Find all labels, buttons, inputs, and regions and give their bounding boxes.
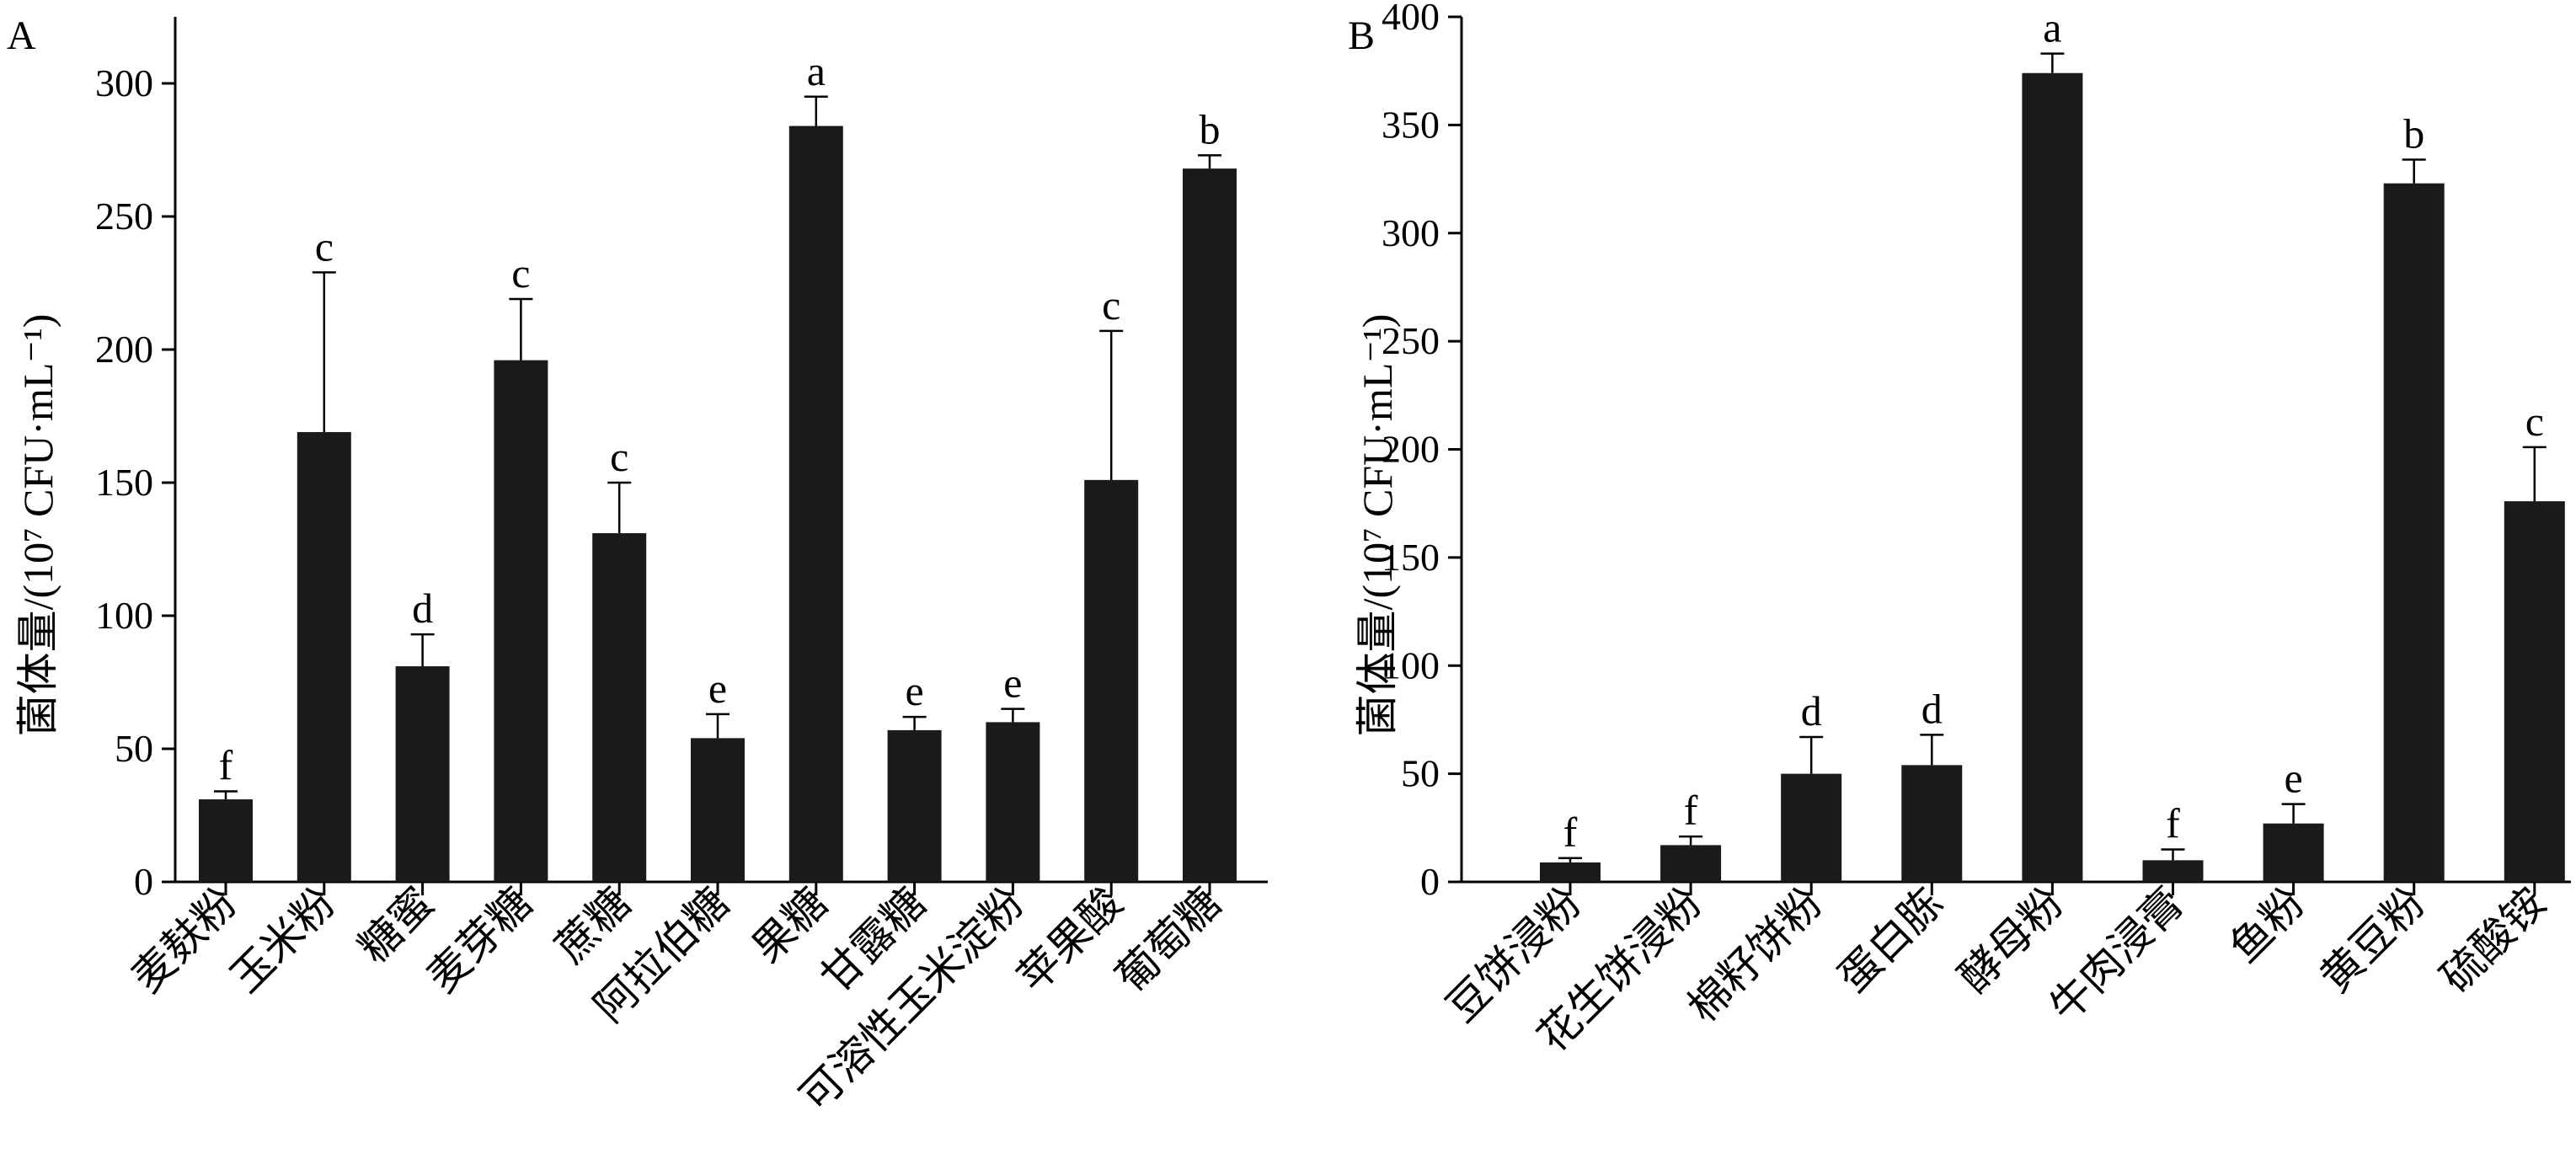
y-tick-label: 0 (134, 860, 153, 903)
bar (1183, 168, 1237, 882)
significance-label: c (1102, 281, 1120, 328)
bar (1901, 765, 1963, 882)
significance-label: c (610, 433, 628, 480)
significance-label: d (412, 585, 433, 632)
significance-label: c (315, 222, 334, 270)
bar (494, 360, 548, 882)
bar (2142, 860, 2204, 882)
bar (1084, 479, 1139, 882)
y-tick-label: 100 (1382, 644, 1440, 686)
bar (1660, 845, 1722, 882)
bar (691, 738, 745, 882)
significance-label: c (511, 249, 530, 296)
y-tick-label: 50 (115, 727, 153, 770)
significance-label: f (1563, 809, 1578, 856)
significance-label: d (1801, 687, 1822, 734)
y-tick-label: 400 (1382, 0, 1440, 38)
significance-label: f (219, 742, 233, 789)
y-tick-label: 50 (1401, 752, 1440, 795)
panel-letter: B (1348, 13, 1375, 58)
bar (1540, 862, 1601, 882)
bar (1781, 773, 1842, 882)
y-tick-label: 200 (1382, 428, 1440, 471)
significance-label: f (1684, 787, 1698, 834)
bar (592, 533, 647, 882)
significance-label: f (2166, 799, 2180, 847)
y-tick-label: 150 (1382, 536, 1440, 579)
y-tick-label: 100 (95, 594, 153, 637)
significance-label: e (1003, 660, 1022, 707)
y-tick-label: 250 (1382, 319, 1440, 362)
y-tick-label: 300 (95, 61, 153, 104)
bar (297, 431, 351, 882)
significance-label: c (2525, 398, 2544, 445)
bar (199, 799, 253, 882)
y-axis-title: 菌体量/(10⁷ CFU·mL⁻¹) (14, 314, 61, 737)
bar (788, 126, 843, 882)
bar (2263, 823, 2324, 882)
y-tick-label: 300 (1382, 211, 1440, 254)
significance-label: a (807, 47, 826, 94)
bar (2504, 501, 2565, 882)
significance-label: a (2043, 4, 2061, 51)
y-tick-label: 150 (95, 461, 153, 504)
bar (986, 722, 1040, 882)
y-tick-label: 200 (95, 328, 153, 371)
significance-label: d (1921, 685, 1943, 732)
bar (887, 729, 942, 882)
significance-label: b (1200, 105, 1221, 152)
significance-label: e (2284, 755, 2302, 802)
bar (2383, 183, 2445, 882)
panel-letter: A (7, 13, 36, 58)
significance-label: e (905, 667, 923, 714)
y-tick-label: 350 (1382, 103, 1440, 146)
y-tick-label: 250 (95, 195, 153, 238)
bar (2022, 72, 2083, 882)
y-axis-title: 菌体量/(10⁷ CFU·mL⁻¹) (1354, 314, 1401, 737)
bar (395, 666, 450, 882)
significance-label: b (2403, 109, 2424, 157)
significance-label: e (708, 665, 727, 712)
y-tick-label: 0 (1420, 860, 1440, 903)
